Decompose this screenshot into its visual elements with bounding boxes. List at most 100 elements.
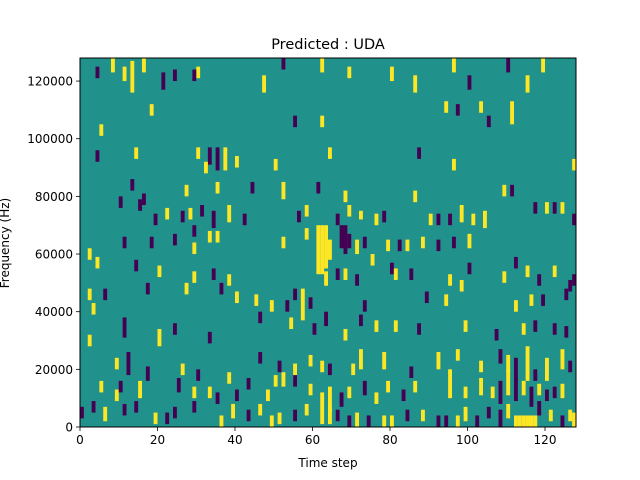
heatmap-cell-low [498, 349, 503, 364]
x-axis: 0 20 40 60 80 100 120 [76, 427, 556, 447]
heatmap-cell-high [370, 254, 375, 266]
y-tick-label: 20000 [35, 363, 73, 377]
x-tick-label: 0 [76, 433, 84, 447]
heatmap-cell-low [552, 386, 557, 399]
heatmap-cell-high [277, 412, 282, 425]
heatmap-cell-low [173, 233, 177, 246]
heatmap-cell-high [374, 320, 379, 332]
heatmap-cell-low [545, 389, 549, 402]
heatmap-cell-high [316, 225, 321, 275]
heatmap-cell-low [568, 279, 573, 292]
heatmap-cell-high [188, 207, 193, 220]
x-tick-label: 60 [305, 433, 320, 447]
heatmap-cell-high [448, 369, 452, 399]
heatmap-cell-low [95, 150, 100, 162]
heatmap-cell-high [196, 147, 201, 159]
heatmap-cell-low [390, 262, 394, 275]
heatmap-cell-high [463, 320, 468, 332]
heatmap-cell-high [304, 403, 309, 416]
heatmap-cell-high [103, 406, 108, 422]
heatmap-cell-high [157, 265, 162, 278]
heatmap-cell-low [362, 300, 367, 312]
plot-area [79, 57, 577, 428]
heatmap-cell-high [413, 380, 418, 393]
heatmap-cell-low [207, 147, 212, 165]
heatmap-cell-high [347, 386, 352, 399]
heatmap-cell-low [514, 377, 518, 402]
heatmap-cell-low [355, 274, 359, 286]
heatmap-cell-high [405, 239, 410, 252]
heatmap-cell-high [541, 58, 545, 73]
heatmap-cell-high [421, 409, 425, 422]
heatmap-cell-low [510, 184, 514, 197]
heatmap-cell-high [87, 288, 92, 301]
heatmap-cell-high [99, 380, 104, 393]
heatmap-cell-high [219, 415, 224, 427]
heatmap-cell-low [200, 205, 204, 217]
heatmap-cell-low [250, 181, 255, 194]
y-axis-label: Frequency (Hz) [0, 198, 12, 289]
heatmap-cell-low [417, 147, 421, 159]
heatmap-cell-high [374, 213, 379, 226]
heatmap-cell-high [525, 265, 530, 278]
heatmap-cell-low [486, 115, 491, 128]
heatmap-cell-low [335, 268, 340, 280]
heatmap-cell-low [219, 282, 224, 295]
heatmap-cell-low [277, 360, 282, 373]
heatmap-cell-high [560, 349, 565, 370]
heatmap-cell-high [215, 230, 220, 243]
heatmap-cell-high [444, 101, 449, 113]
x-axis-label: Time step [297, 456, 357, 470]
heatmap-cell-high [448, 274, 452, 286]
heatmap-cell-high [99, 124, 104, 136]
heatmap-cell-low [467, 262, 472, 275]
heatmap-cell-high [142, 58, 146, 73]
heatmap-cell-high [184, 282, 189, 295]
heatmap-cell-high [552, 265, 557, 278]
heatmap-cell-high [215, 181, 220, 194]
heatmap-cell-low [417, 323, 421, 335]
heatmap-cell-high [502, 184, 507, 197]
chart-title: Predicted : UDA [271, 37, 385, 53]
heatmap-cell-low [405, 409, 410, 422]
heatmap-cell-low [537, 401, 542, 416]
heatmap-cell-high [467, 233, 472, 249]
heatmap-cell-high [273, 158, 278, 171]
heatmap-cell-low [366, 415, 371, 427]
heatmap-cell-high [572, 158, 576, 171]
heatmap-cell-high [390, 415, 394, 427]
heatmap-cell-low [339, 392, 344, 407]
heatmap-cell-low [258, 311, 263, 324]
heatmap-cell-low [118, 380, 123, 393]
heatmap-cell-high [533, 415, 538, 427]
heatmap-cell-high [196, 66, 201, 79]
heatmap-cell-low [552, 323, 557, 335]
heatmap-cell-low [246, 409, 251, 422]
plot-frame [79, 57, 577, 428]
heatmap-cell-high [452, 158, 456, 171]
heatmap-cell-high [355, 239, 359, 255]
heatmap-cell-low [382, 210, 387, 223]
heatmap-cell-high [393, 320, 398, 332]
heatmap-cell-low [173, 323, 177, 335]
heatmap-cell-high [514, 300, 518, 312]
heatmap-cell-high [355, 412, 359, 427]
heatmap-cell-high [386, 239, 390, 252]
heatmap-cell-high [134, 147, 139, 159]
y-tick-label: 0 [65, 421, 73, 435]
heatmap-cell-high [537, 383, 542, 396]
heatmap-cell-high [269, 300, 274, 312]
heatmap-cell-low [347, 415, 352, 427]
heatmap-cell-high [525, 75, 530, 93]
heatmap-cell-high [347, 205, 352, 217]
heatmap-cell-low [293, 375, 297, 387]
heatmap-cell-low [80, 406, 84, 419]
heatmap-cell-low [122, 317, 127, 338]
heatmap-cell-high [452, 58, 456, 73]
heatmap-cell-high [122, 66, 127, 82]
heatmap-cell-low [312, 323, 317, 335]
heatmap-cell-high [521, 380, 526, 396]
heatmap-cell-high [289, 317, 294, 329]
heatmap-cell-low [173, 69, 177, 82]
